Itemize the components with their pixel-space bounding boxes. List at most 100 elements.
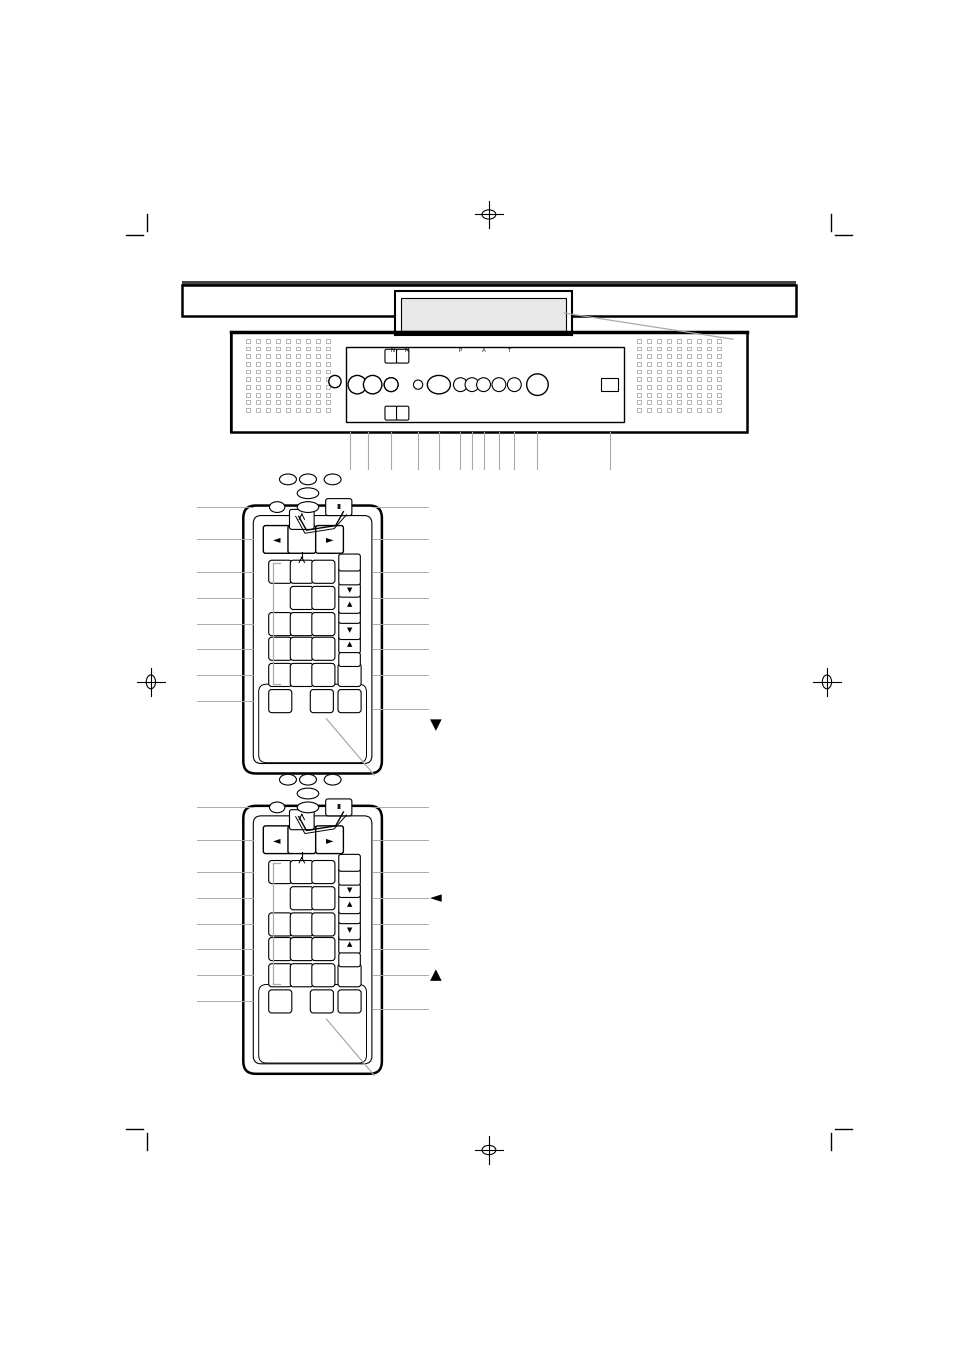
Bar [255, 377, 260, 381]
FancyBboxPatch shape [290, 663, 313, 686]
Bar [315, 339, 320, 343]
Bar [265, 347, 270, 350]
Bar [646, 400, 651, 404]
Bar [255, 362, 260, 366]
FancyBboxPatch shape [253, 516, 372, 763]
FancyBboxPatch shape [315, 825, 343, 854]
Bar [295, 347, 300, 350]
FancyBboxPatch shape [325, 798, 352, 816]
Bar [295, 385, 300, 389]
Bar [646, 362, 651, 366]
Bar [231, 331, 245, 431]
Bar [275, 400, 280, 404]
Bar [716, 354, 720, 358]
Bar [686, 400, 691, 404]
Bar [656, 354, 660, 358]
FancyBboxPatch shape [337, 963, 361, 986]
Bar [716, 339, 720, 343]
Bar [325, 339, 330, 343]
Bar [305, 377, 310, 381]
Text: ◄: ◄ [429, 890, 441, 905]
Bar [676, 408, 680, 412]
Bar [245, 385, 250, 389]
Bar [265, 408, 270, 412]
FancyBboxPatch shape [289, 509, 314, 530]
Bar [676, 339, 680, 343]
Bar [686, 339, 691, 343]
Bar [646, 408, 651, 412]
Bar [686, 385, 691, 389]
FancyBboxPatch shape [338, 554, 360, 571]
Bar [285, 339, 290, 343]
Bar [686, 347, 691, 350]
Bar [295, 339, 300, 343]
Text: II: II [335, 504, 341, 511]
FancyBboxPatch shape [290, 963, 313, 986]
FancyBboxPatch shape [338, 609, 360, 623]
Bar [696, 400, 700, 404]
Bar [305, 354, 310, 358]
Bar [305, 339, 310, 343]
Circle shape [507, 378, 520, 392]
Bar [275, 347, 280, 350]
Text: M: M [404, 349, 409, 353]
Bar [275, 354, 280, 358]
Bar [716, 400, 720, 404]
FancyBboxPatch shape [269, 561, 292, 584]
Text: II: II [335, 804, 341, 811]
Bar [716, 347, 720, 350]
FancyBboxPatch shape [269, 963, 292, 986]
Bar [636, 393, 640, 397]
Bar [676, 362, 680, 366]
Bar [285, 400, 290, 404]
Bar [666, 354, 671, 358]
Bar [676, 377, 680, 381]
Bar [265, 370, 270, 373]
Bar [285, 354, 290, 358]
Bar [646, 370, 651, 373]
Bar [686, 370, 691, 373]
FancyBboxPatch shape [312, 913, 335, 936]
Bar [285, 370, 290, 373]
Bar [245, 354, 250, 358]
Circle shape [464, 378, 478, 392]
Bar [245, 408, 250, 412]
Bar [716, 370, 720, 373]
Bar [636, 339, 640, 343]
Bar [706, 393, 711, 397]
FancyBboxPatch shape [338, 896, 360, 913]
FancyBboxPatch shape [269, 612, 292, 636]
Bar [676, 400, 680, 404]
Ellipse shape [279, 774, 296, 785]
FancyBboxPatch shape [338, 653, 360, 666]
Bar [315, 400, 320, 404]
Bar [706, 370, 711, 373]
Text: ▲: ▲ [347, 642, 352, 647]
FancyBboxPatch shape [338, 921, 360, 940]
Bar [696, 370, 700, 373]
Bar [305, 393, 310, 397]
FancyBboxPatch shape [325, 499, 352, 516]
Bar [315, 347, 320, 350]
FancyBboxPatch shape [290, 612, 313, 636]
Bar [706, 408, 711, 412]
Bar [716, 385, 720, 389]
Bar [285, 362, 290, 366]
Bar [245, 393, 250, 397]
Bar [716, 362, 720, 366]
Bar [656, 362, 660, 366]
Bar [325, 385, 330, 389]
FancyBboxPatch shape [312, 561, 335, 584]
Bar [255, 393, 260, 397]
FancyBboxPatch shape [253, 816, 372, 1063]
Bar [295, 362, 300, 366]
Bar [636, 408, 640, 412]
Bar [395, 292, 572, 335]
Bar [265, 362, 270, 366]
Bar [275, 370, 280, 373]
Bar [245, 377, 250, 381]
FancyBboxPatch shape [288, 526, 315, 554]
Bar [315, 385, 320, 389]
FancyBboxPatch shape [312, 963, 335, 986]
Text: ►: ► [325, 535, 333, 544]
